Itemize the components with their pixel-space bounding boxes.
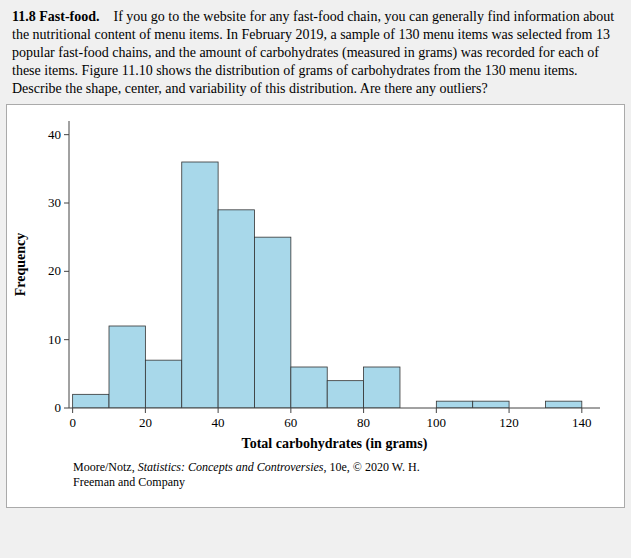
- bar: [436, 401, 472, 408]
- x-tick: [436, 408, 437, 413]
- caption-text: , 10e, © 2020 W. H.: [324, 460, 420, 474]
- x-tick: [290, 408, 291, 413]
- chart: 0 20 40 60 80 100 120 140 0 10 20 30 40 Total carbohy…: [7, 105, 624, 460]
- chart-box: 0 20 40 60 80 100 120 140 0 10 20 30 40 Total carbohy…: [6, 104, 625, 508]
- bar: [364, 367, 400, 408]
- x-tick: [145, 408, 146, 413]
- x-tick: [218, 408, 219, 413]
- y-tick-label: 20: [48, 263, 61, 278]
- bar: [218, 210, 254, 408]
- bar: [473, 401, 509, 408]
- paragraph: 11.8 Fast-food. If you go to the website…: [12, 8, 619, 98]
- caption-text: Statistics: Concepts and Controversies: [138, 460, 324, 474]
- y-tick: [64, 203, 69, 204]
- caption-text: Moore/Notz,: [73, 460, 138, 474]
- x-tick: [363, 408, 364, 413]
- bar: [291, 367, 327, 408]
- bar: [327, 381, 363, 408]
- x-tick: [509, 408, 510, 413]
- bar: [182, 162, 218, 408]
- x-tick-label: 40: [212, 415, 225, 430]
- x-tick: [581, 408, 582, 413]
- x-tick-label: 120: [499, 415, 519, 430]
- x-tick-label: 100: [427, 415, 447, 430]
- x-label: Total carbohydrates (in grams): [242, 436, 428, 452]
- bar: [109, 326, 145, 408]
- bars: [73, 162, 582, 408]
- caption-text: Freeman and Company: [73, 475, 185, 489]
- x-tick-label: 140: [572, 415, 592, 430]
- x-axis: [69, 408, 600, 409]
- y-tick-label: 40: [48, 127, 61, 142]
- x-tick-label: 80: [357, 415, 370, 430]
- y-tick: [64, 134, 69, 135]
- bar: [73, 394, 109, 408]
- x-tick-label: 0: [69, 415, 76, 430]
- y-tick: [64, 271, 69, 272]
- y-label: Frequency: [13, 233, 28, 297]
- y-tick: [64, 339, 69, 340]
- caption: Moore/Notz, Statistics: Concepts and Con…: [73, 460, 624, 490]
- x-tick-label: 20: [139, 415, 152, 430]
- y-tick-label: 0: [55, 400, 62, 415]
- y-axis: [69, 121, 70, 408]
- bar: [145, 360, 181, 408]
- title: 11.8 Fast-food.: [12, 9, 100, 24]
- bar: [545, 401, 581, 408]
- y-tick-label: 10: [48, 332, 61, 347]
- y-tick: [64, 408, 69, 409]
- subtitle: If you go to the website for any fast-fo…: [12, 9, 614, 96]
- y-tick-label: 30: [48, 195, 61, 210]
- x-tick: [72, 408, 73, 413]
- bar: [254, 237, 290, 408]
- x-tick-label: 60: [284, 415, 297, 430]
